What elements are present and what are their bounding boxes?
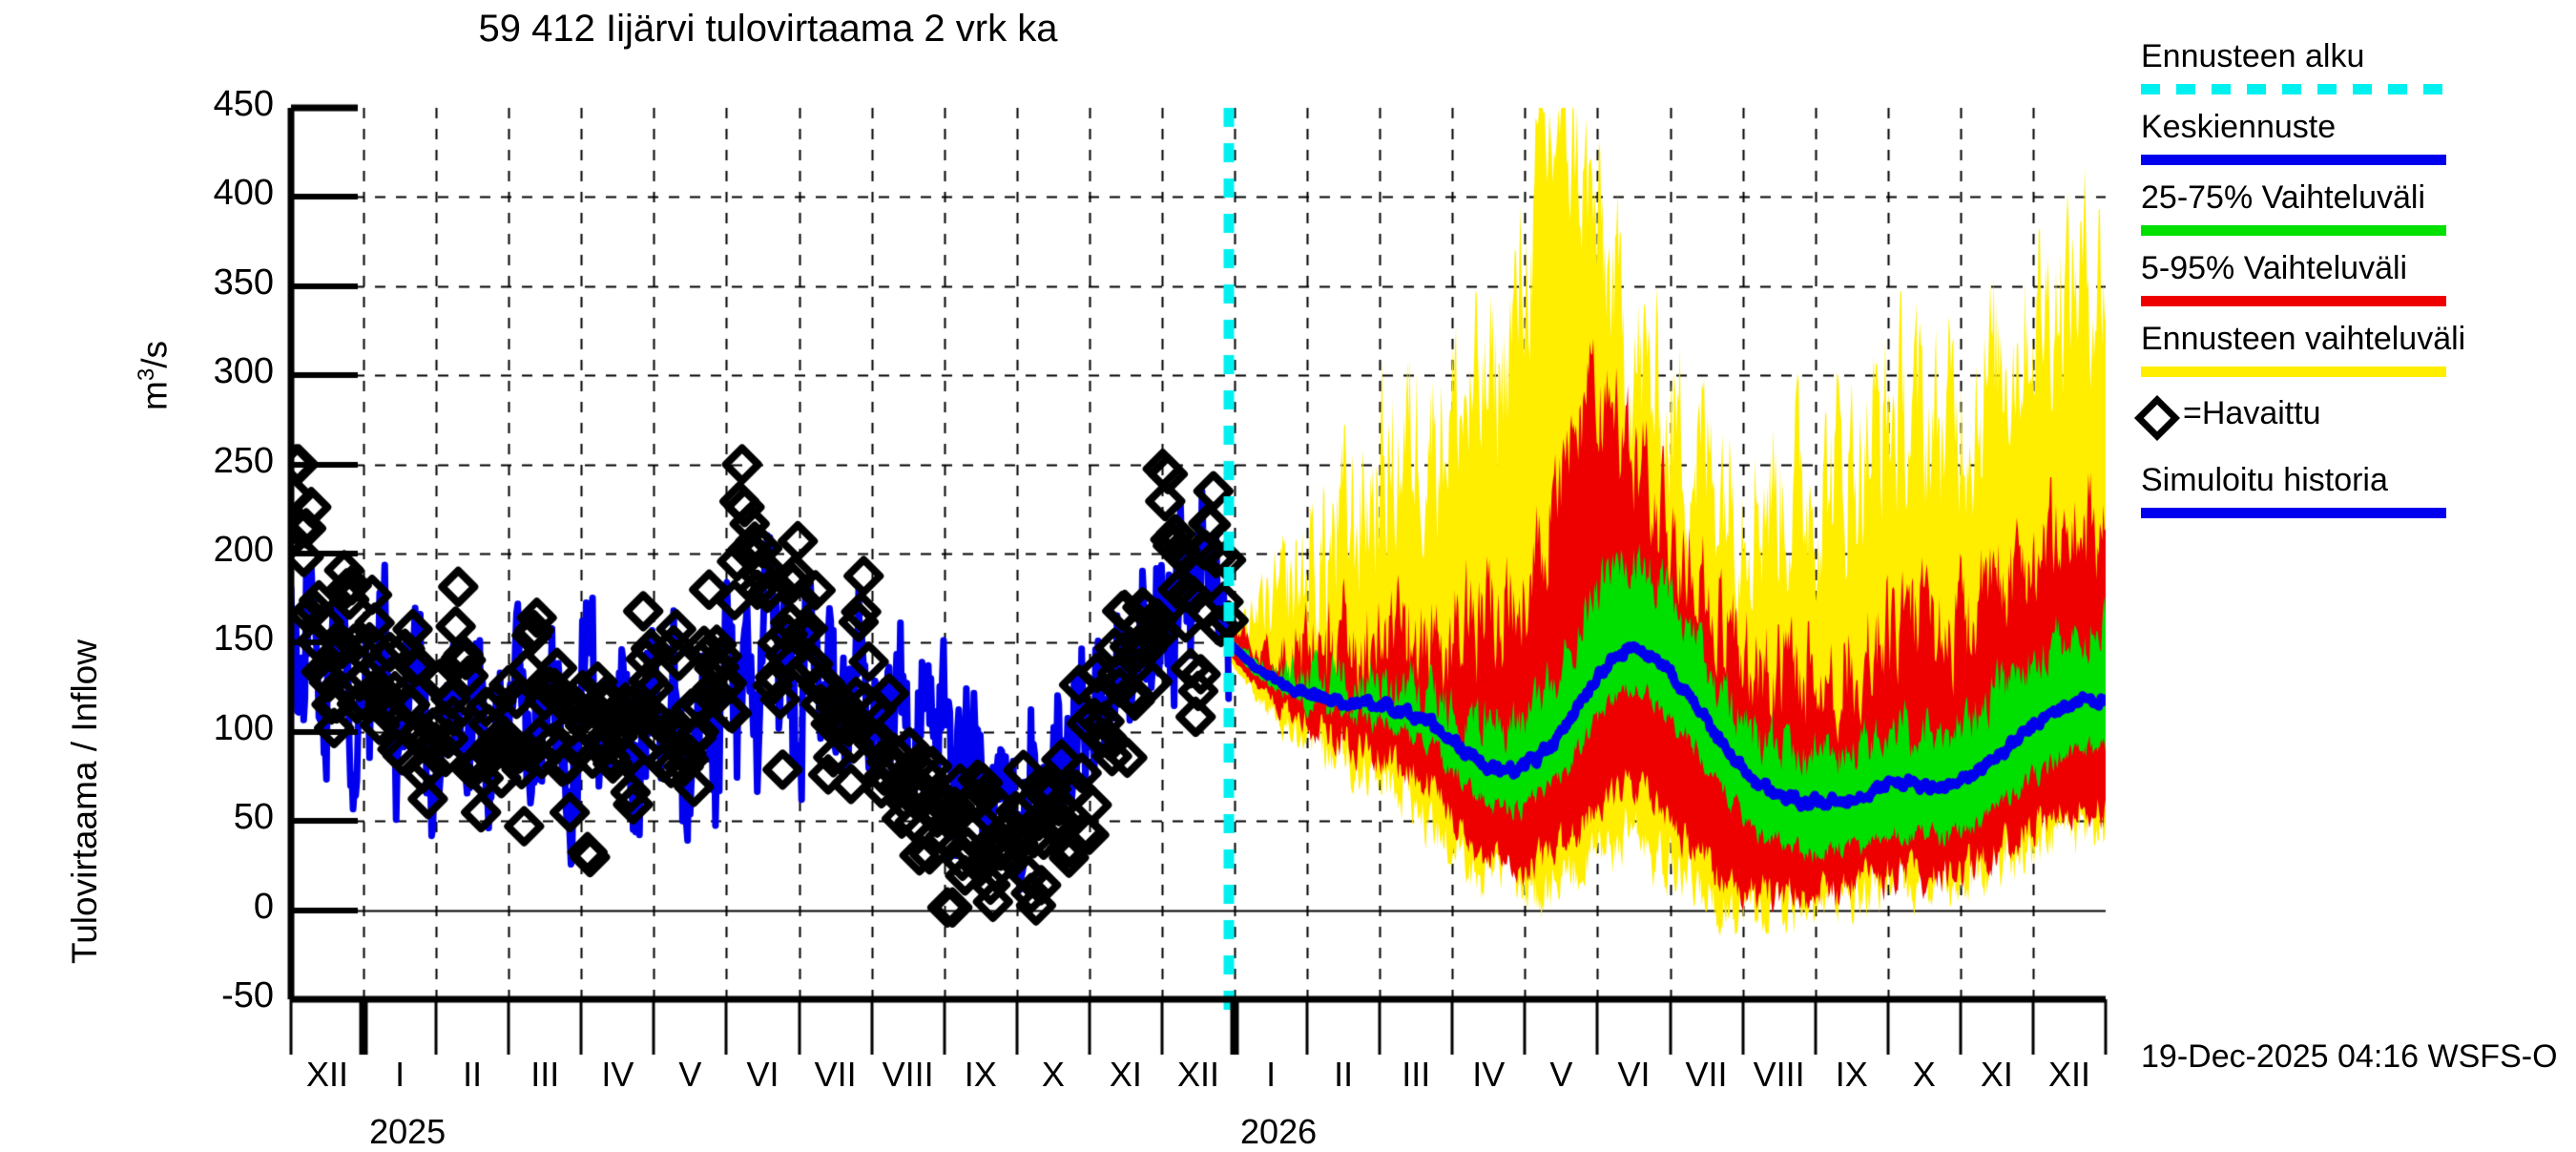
x-tick-label-month: X — [1912, 1055, 1936, 1094]
x-tick-label-month: XI — [1980, 1055, 2013, 1094]
solid-line-icon — [2141, 367, 2446, 377]
legend-label: Simuloitu historia — [2141, 462, 2388, 498]
x-tick-label-month: V — [1549, 1055, 1573, 1094]
y-tick-label: 400 — [213, 173, 274, 214]
y-tick-label: 300 — [213, 351, 274, 392]
x-tick-label-month: IV — [601, 1055, 634, 1094]
x-tick-label-month: VII — [1685, 1055, 1728, 1094]
legend-label: =Havaittu — [2183, 395, 2321, 431]
x-tick-label-month: IX — [1835, 1055, 1868, 1094]
x-axis-year-label: 2025 — [369, 1112, 447, 1151]
legend-label: 5-95% Vaihteluväli — [2141, 250, 2408, 286]
x-tick-label-month: VI — [1617, 1055, 1651, 1094]
x-tick-label-month: I — [395, 1055, 405, 1094]
timestamp-footer: 19-Dec-2025 04:16 WSFS-O — [2141, 1038, 2558, 1075]
x-axis-year-label: 2026 — [1240, 1112, 1318, 1151]
y-tick-label: 250 — [213, 440, 274, 481]
x-tick-label-month: IV — [1472, 1055, 1506, 1094]
legend-label: Ennusteen alku — [2141, 38, 2365, 74]
y-axis-title: Tulovirtaama / Inflow — [65, 639, 104, 964]
y-tick-label: 350 — [213, 262, 274, 303]
solid-line-icon — [2141, 225, 2446, 236]
y-tick-label: 100 — [213, 707, 274, 748]
x-tick-label-month: II — [1334, 1055, 1354, 1094]
x-tick-label-month: VIII — [882, 1055, 934, 1094]
x-tick-label-month: VI — [746, 1055, 779, 1094]
solid-line-icon — [2141, 296, 2446, 306]
x-tick-label-month: XII — [306, 1055, 349, 1094]
x-tick-label-month: VII — [814, 1055, 857, 1094]
y-tick-label: 150 — [213, 618, 274, 660]
x-tick-label-month: XII — [1176, 1055, 1219, 1094]
y-tick-label: 200 — [213, 530, 274, 570]
y-tick-label: -50 — [221, 975, 274, 1016]
x-tick-label-month: II — [463, 1055, 483, 1094]
dashed-line-icon — [2141, 84, 2446, 94]
solid-line-icon — [2141, 155, 2446, 165]
x-tick-label-month: XI — [1109, 1055, 1142, 1094]
solid-line-icon — [2141, 508, 2446, 518]
x-tick-label-month: III — [1402, 1055, 1431, 1094]
legend-label: 25-75% Vaihteluväli — [2141, 179, 2425, 216]
page-title: 59 412 Iijärvi tulovirtaama 2 vrk ka — [478, 8, 1058, 50]
x-tick-label-month: IX — [964, 1055, 997, 1094]
legend-label: Keskiennuste — [2141, 109, 2337, 145]
y-tick-label: 50 — [233, 797, 274, 838]
x-tick-label-month: I — [1266, 1055, 1277, 1094]
x-tick-label-month: X — [1041, 1055, 1065, 1094]
x-tick-label-month: VIII — [1753, 1055, 1805, 1094]
x-tick-label-month: XII — [2047, 1055, 2090, 1094]
y-tick-label: 450 — [213, 84, 274, 124]
legend-label: Ennusteen vaihteluväli — [2141, 321, 2466, 357]
y-tick-label: 0 — [253, 886, 274, 927]
x-tick-label-month: III — [530, 1055, 560, 1094]
x-tick-label-month: V — [678, 1055, 702, 1094]
